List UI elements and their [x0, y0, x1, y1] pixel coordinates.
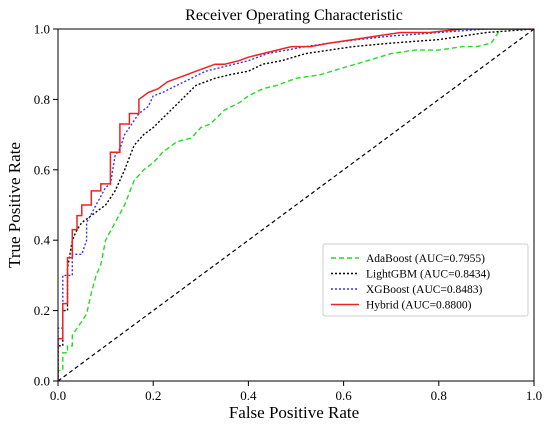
y-tick-label: 0.2	[34, 303, 50, 318]
y-tick-label: 1.0	[34, 22, 50, 37]
plot-frame	[57, 28, 535, 382]
chart-title: Receiver Operating Characteristic	[185, 7, 403, 24]
y-tick-label: 0.0	[34, 374, 50, 389]
legend-box	[322, 243, 529, 317]
x-tick-label: 0.8	[431, 388, 447, 403]
x-tick-label: 1.0	[526, 388, 542, 403]
legend-label-0: AdaBoost (AUC=0.7955)	[366, 253, 485, 265]
y-axis-label: True Positive Rate	[5, 142, 24, 268]
series-line-1	[58, 29, 534, 381]
y-tick-label: 0.6	[34, 162, 51, 177]
x-tick-label: 0.6	[335, 388, 352, 403]
x-tick-label: 0.2	[145, 388, 161, 403]
x-axis-label: False Positive Rate	[229, 403, 359, 422]
x-tick-label: 0.4	[240, 388, 257, 403]
plot-area	[58, 29, 534, 381]
legend-label-3: Hybrid (AUC=0.8800)	[366, 300, 472, 312]
reference-diagonal-line	[58, 29, 534, 381]
legend-label-1: LightGBM (AUC=0.8434)	[366, 269, 490, 281]
y-tick-label: 0.8	[34, 92, 50, 107]
x-axis: 0.0 0.2 0.4 0.6 0.8 1.0	[50, 381, 542, 403]
y-tick-label: 0.4	[34, 233, 51, 248]
x-tick-label: 0.0	[50, 388, 66, 403]
legend-label-2: XGBoost (AUC=0.8483)	[366, 284, 483, 296]
series-line-0	[58, 29, 534, 381]
legend: AdaBoost (AUC=0.7955) LightGBM (AUC=0.843…	[322, 243, 529, 317]
y-axis: 0.0 0.2 0.4 0.6 0.8 1.0	[34, 22, 58, 389]
series-line-3	[58, 29, 534, 381]
